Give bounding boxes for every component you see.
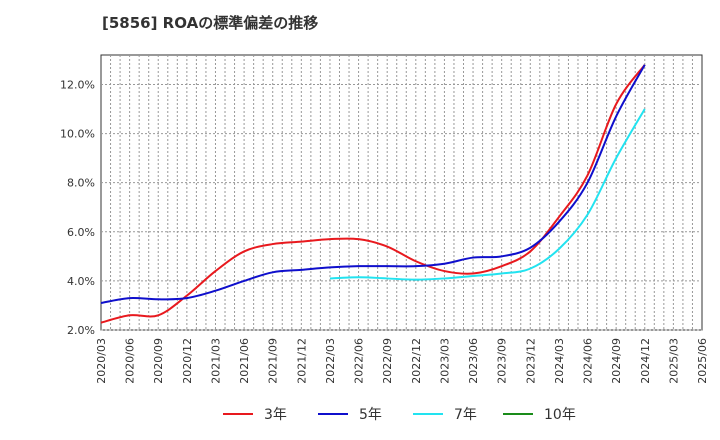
- x-axis: 2020/03 2020/06 2020/09 2020/12 2021/03 2021/…: [95, 338, 709, 384]
- x-tick-label: 2024/09: [610, 338, 623, 384]
- series-line-0: [100, 64, 646, 324]
- y-tick-label: 12.0%: [60, 78, 95, 91]
- x-tick-label: 2022/12: [410, 338, 423, 384]
- x-tick-label: 2020/09: [152, 338, 165, 384]
- x-tick-label: 2020/03: [95, 338, 108, 384]
- x-tick-label: 2022/06: [353, 338, 366, 384]
- x-tick-label: 2021/06: [238, 338, 251, 384]
- legend-label-2: 7年: [454, 407, 477, 423]
- y-tick-label: 2.0%: [67, 324, 95, 337]
- series-line-2: [329, 108, 646, 281]
- x-tick-label: 2022/09: [381, 338, 394, 384]
- y-tick-label: 6.0%: [67, 226, 95, 239]
- plot-area: [100, 54, 703, 331]
- x-tick-label: 2021/03: [209, 338, 222, 384]
- chart-title: [5856] ROAの標準偏差の推移: [102, 14, 318, 32]
- x-tick-label: 2022/03: [324, 338, 337, 384]
- x-tick-label: 2023/03: [438, 338, 451, 384]
- x-tick-label: 2020/12: [181, 338, 194, 384]
- x-tick-label: 2023/06: [467, 338, 480, 384]
- series-line-1: [100, 64, 646, 304]
- x-tick-label: 2024/03: [553, 338, 566, 384]
- x-tick-label: 2025/03: [667, 338, 680, 384]
- y-tick-label: 4.0%: [67, 275, 95, 288]
- legend-label-3: 10年: [544, 407, 576, 423]
- x-tick-label: 2021/09: [267, 338, 280, 384]
- legend-label-1: 5年: [359, 407, 382, 423]
- x-tick-label: 2024/06: [582, 338, 595, 384]
- legend: 3年 5年 7年 10年: [223, 407, 576, 423]
- x-tick-label: 2023/12: [524, 338, 537, 384]
- y-tick-label: 10.0%: [60, 128, 95, 141]
- x-tick-label: 2025/06: [696, 338, 709, 384]
- series-lines: [100, 64, 646, 324]
- x-tick-label: 2024/12: [639, 338, 652, 384]
- y-tick-label: 8.0%: [67, 177, 95, 190]
- y-axis: 2.0% 4.0% 6.0% 8.0% 10.0% 12.0%: [60, 78, 95, 337]
- grid: [101, 55, 702, 331]
- x-tick-label: 2023/09: [496, 338, 509, 384]
- legend-label-0: 3年: [264, 407, 287, 423]
- x-tick-label: 2020/06: [124, 338, 137, 384]
- x-tick-label: 2021/12: [295, 338, 308, 384]
